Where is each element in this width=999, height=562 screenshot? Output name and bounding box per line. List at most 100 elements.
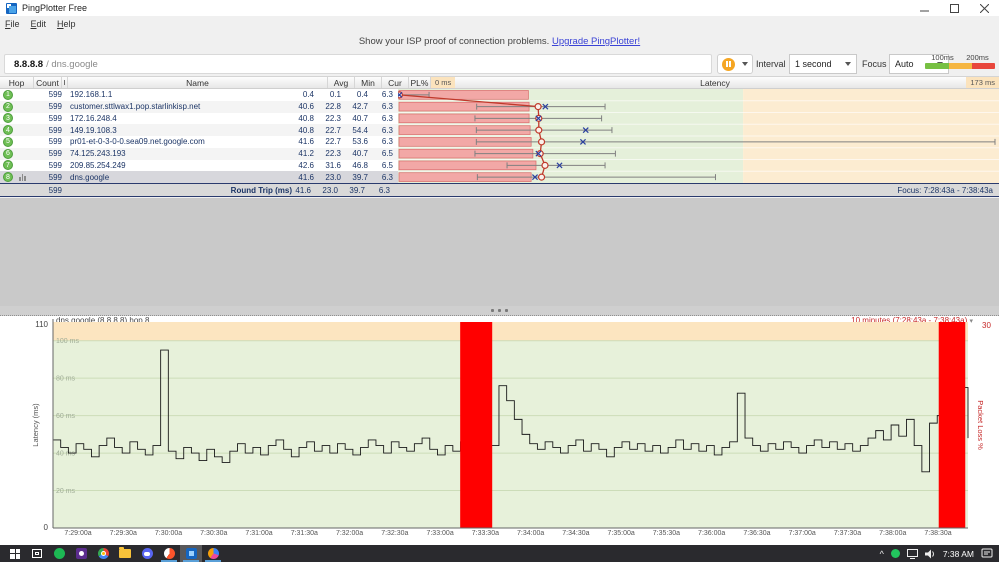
table-row[interactable]: 8 599 dns.google 41.6 23.0 39.7 6.3	[0, 171, 398, 183]
time-axis-tick-label: 7:33:30a	[471, 530, 499, 537]
notifications-icon[interactable]	[981, 548, 993, 559]
brave-icon	[163, 548, 175, 559]
taskbar-app-brave[interactable]	[158, 545, 180, 562]
mini-graph-icon	[19, 173, 26, 181]
time-axis-tick-label: 7:30:30a	[200, 530, 228, 537]
table-row[interactable]: 2 599 customer.sttlwax1.pop.starlinkisp.ne…	[0, 100, 398, 113]
banner-text: Show your ISP proof of connection proble…	[358, 36, 550, 47]
time-axis-tick-label: 7:36:30a	[743, 530, 771, 537]
table-row[interactable]: 6 599 74.125.243.193 41.2 22.3 40.7 6.5	[0, 147, 398, 160]
spotify-icon	[53, 548, 65, 559]
time-axis-tick-label: 7:36:00a	[698, 530, 726, 537]
menu-file[interactable]: File	[5, 19, 20, 29]
timeline-range-selector[interactable]: 10 minutes (7:28:43a - 7:38:43a) ▾	[851, 316, 973, 325]
upgrade-link[interactable]: Upgrade PingPlotter!	[551, 36, 641, 47]
pause-button[interactable]	[717, 54, 739, 74]
target-input[interactable]: 8.8.8.8 / dns.google	[4, 54, 712, 74]
timeline-range-label: 10 minutes (7:28:43a - 7:38:43a)	[851, 316, 968, 325]
menu-bar: File Edit Help	[0, 17, 999, 31]
table-row[interactable]: 4 599 149.19.108.3 40.8 22.7 54.4 6.3	[0, 124, 398, 136]
latency-column-header: 0 ms Latency 173 ms	[431, 77, 999, 88]
close-button[interactable]	[969, 0, 999, 16]
hop-min: 31.6	[325, 160, 341, 170]
maximize-button[interactable]	[939, 0, 969, 16]
target-hostname: / dns.google	[46, 58, 98, 70]
column-header-i[interactable]: I	[62, 77, 68, 88]
hop-min: 0.1	[329, 90, 341, 100]
time-axis-tick-label: 7:31:30a	[290, 530, 318, 537]
interval-select[interactable]: 1 second	[789, 54, 857, 74]
hop-pl: 6.3	[381, 102, 393, 112]
tray-expand-icon[interactable]: ^	[879, 548, 884, 559]
hop-avg: 0.4	[302, 90, 314, 100]
column-header-min[interactable]: Min	[355, 77, 382, 88]
table-row[interactable]: 3 599 172.16.248.4 40.8 22.3 40.7 6.3	[0, 113, 398, 125]
column-header-hop[interactable]: Hop	[0, 77, 34, 88]
svg-text:60 ms: 60 ms	[56, 413, 76, 420]
svg-text:0: 0	[44, 523, 49, 530]
taskbar-app-colorful[interactable]	[202, 545, 224, 562]
hop-cur: 54.4	[352, 125, 368, 135]
hop-name: 192.168.1.1	[70, 90, 113, 100]
timeline-title: dns.google (8.8.8.8) hop 8	[56, 316, 150, 325]
column-header-count[interactable]: Count	[34, 77, 62, 88]
table-row[interactable]: 5 599 pr01-et-0-3-0-0.sea09.net.google.com…	[0, 136, 398, 148]
hop-avg: 42.6	[298, 160, 314, 170]
svg-text:30: 30	[982, 321, 991, 330]
time-axis-tick-label: 7:38:00a	[879, 530, 907, 537]
time-axis-tick-label: 7:29:00a	[64, 530, 92, 537]
menu-edit[interactable]: Edit	[30, 19, 47, 29]
target-bar: 8.8.8.8 / dns.google Interval 1 second F…	[0, 52, 999, 76]
time-axis-tick-label: 7:30:00a	[154, 530, 183, 537]
hop-name: customer.sttlwax1.pop.starlinkisp.net	[70, 102, 201, 112]
minimize-button[interactable]	[909, 0, 939, 16]
latency-color-legend: 100ms 200ms	[925, 53, 995, 69]
upgrade-banner: Show your ISP proof of connection proble…	[0, 31, 999, 52]
pingplotter-icon	[185, 548, 197, 559]
svg-text:40 ms: 40 ms	[56, 451, 76, 458]
table-header: Hop Count I Name Avg Min Cur PL% 0 ms La…	[0, 76, 999, 89]
hop-number-badge: 7	[3, 160, 13, 171]
taskbar-app-chrome[interactable]	[92, 545, 114, 562]
time-axis-tick-label: 7:35:00a	[607, 530, 635, 537]
pane-splitter[interactable]	[0, 306, 999, 316]
taskbar-app-spotify[interactable]	[48, 545, 70, 562]
taskbar-app-discord[interactable]	[136, 545, 158, 562]
taskbar-app-pingplotter[interactable]	[180, 545, 202, 562]
colorful-app-icon	[207, 548, 219, 559]
display-icon[interactable]	[906, 548, 918, 559]
time-axis-tick-label: 7:38:30a	[924, 530, 952, 537]
time-axis-tick-label: 7:35:30a	[652, 530, 681, 537]
hop-name: dns.google	[70, 172, 110, 182]
hop-number-badge: 8	[3, 172, 13, 183]
chrome-icon	[97, 548, 109, 559]
table-row[interactable]: 1 599 192.168.1.1 0.4 0.1 0.4 6.3	[0, 89, 398, 101]
round-trip-row: 599 Round Trip (ms) 41.6 23.0 39.7 6.3 F…	[0, 183, 999, 197]
time-axis-tick-label: 7:33:00a	[426, 530, 454, 537]
hop-pl: 6.3	[381, 172, 393, 182]
taskbar-clock[interactable]: 7:38 AM	[942, 548, 974, 559]
pause-dropdown-button[interactable]	[738, 54, 753, 74]
hop-avg: 41.6	[298, 137, 314, 147]
hop-pl: 6.3	[381, 125, 393, 135]
hop-avg: 40.8	[298, 113, 314, 123]
start-button[interactable]	[4, 545, 26, 562]
task-view-button[interactable]	[26, 545, 48, 562]
column-header-cur[interactable]: Cur	[382, 77, 409, 88]
taskbar-app-file-explorer[interactable]	[114, 545, 136, 562]
title-bar: PingPlotter Free	[0, 0, 999, 17]
hop-name: pr01-et-0-3-0-0.sea09.net.google.com	[70, 137, 205, 147]
tray-status-icon[interactable]	[890, 549, 900, 558]
time-axis-tick-label: 7:37:00a	[788, 530, 816, 537]
column-header-name[interactable]: Name	[68, 77, 328, 88]
menu-help[interactable]: Help	[57, 19, 76, 29]
volume-icon[interactable]	[924, 549, 936, 559]
column-header-avg[interactable]: Avg	[328, 77, 355, 88]
legend-gradient-bar	[925, 63, 995, 69]
table-row[interactable]: 7 599 209.85.254.249 42.6 31.6 46.8 6.5	[0, 160, 398, 172]
taskbar-app-camera[interactable]	[70, 545, 92, 562]
hop-avg: 41.6	[298, 172, 314, 182]
hop-min: 22.7	[325, 125, 341, 135]
focus-value: Auto	[895, 59, 914, 69]
column-header-pl[interactable]: PL%	[409, 77, 431, 88]
